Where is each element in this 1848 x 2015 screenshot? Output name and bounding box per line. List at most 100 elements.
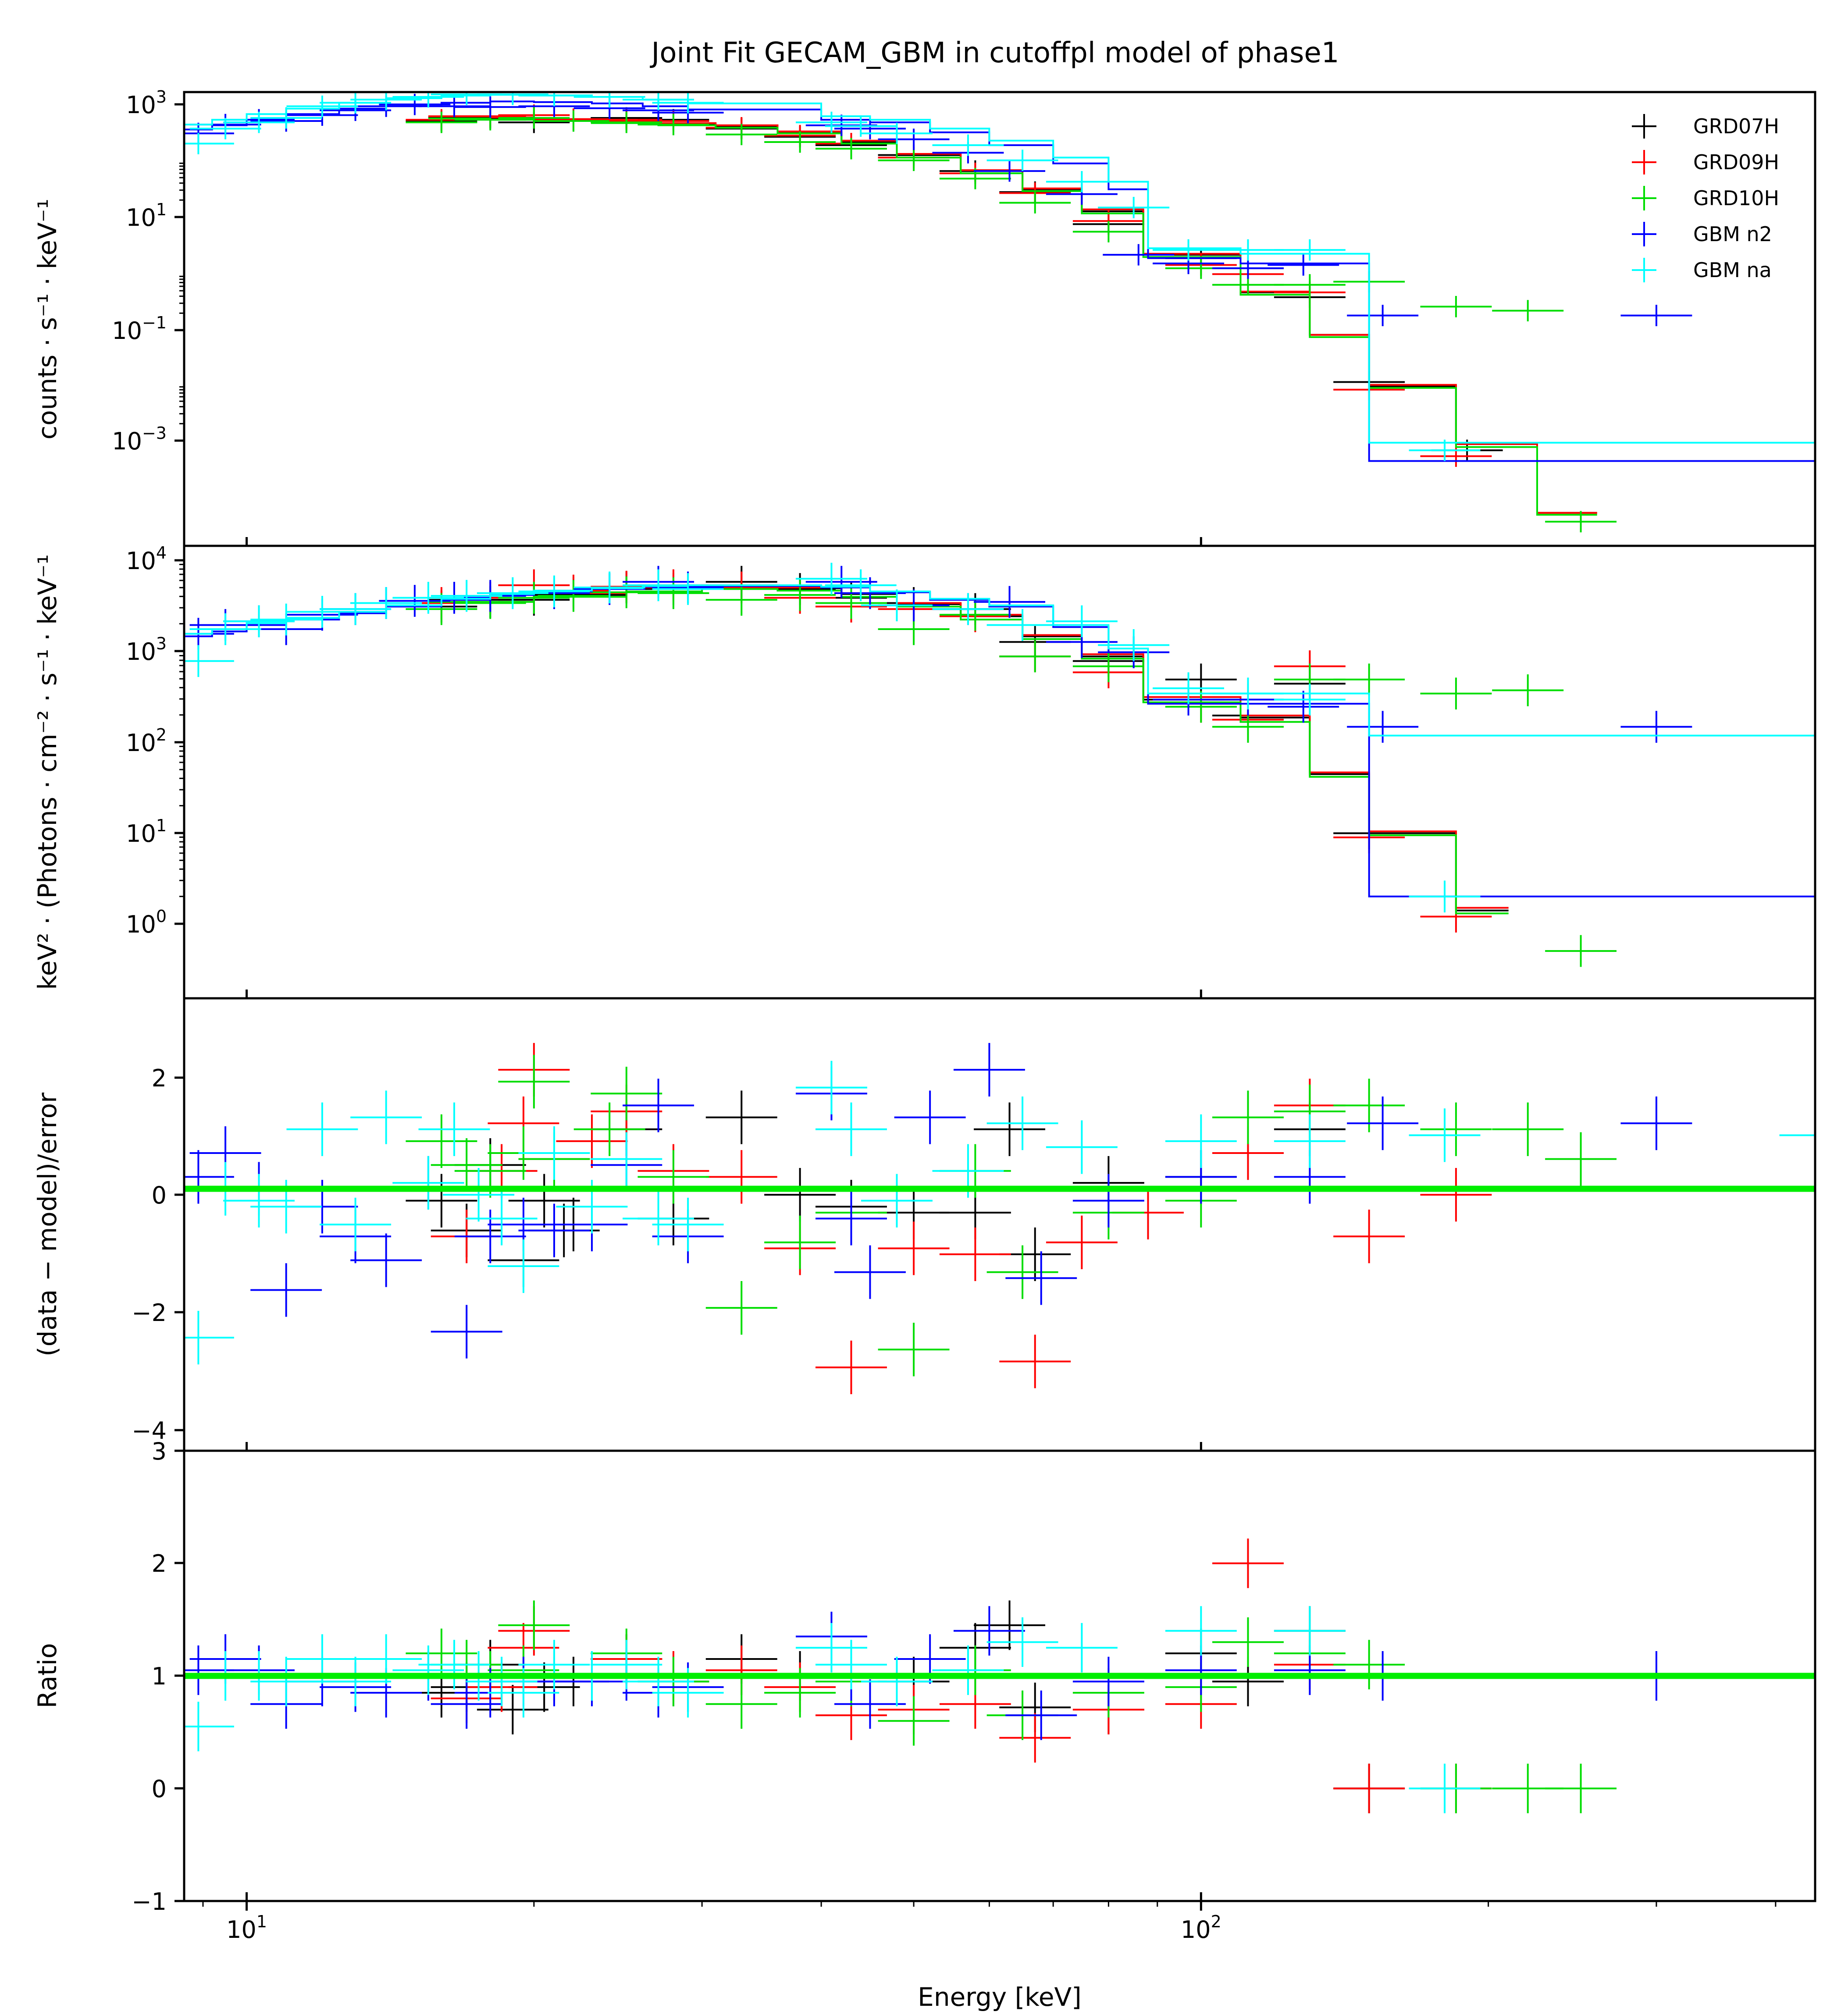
data-point bbox=[350, 1233, 422, 1287]
data-point bbox=[764, 131, 836, 153]
data-point bbox=[815, 138, 887, 160]
data-point bbox=[184, 1150, 234, 1204]
data-point bbox=[796, 562, 867, 595]
data-point bbox=[623, 1079, 694, 1132]
data-point bbox=[250, 1263, 322, 1317]
data-point bbox=[705, 1090, 777, 1144]
data-point bbox=[861, 122, 933, 144]
data-point bbox=[250, 1656, 322, 1706]
data-point bbox=[1545, 1763, 1617, 1813]
legend-label: GRD09H bbox=[1693, 150, 1779, 174]
data-point bbox=[705, 1281, 777, 1335]
data-point bbox=[286, 596, 358, 628]
plot-area-counts bbox=[184, 92, 1815, 533]
legend-label: GBM na bbox=[1693, 258, 1772, 282]
data-point bbox=[538, 580, 609, 612]
data-point bbox=[705, 1679, 777, 1729]
data-point bbox=[953, 1606, 1025, 1656]
data-point bbox=[932, 134, 1004, 156]
data-point bbox=[1545, 935, 1617, 967]
y-ticks-counts: 103 101 10−1 10−3 bbox=[112, 87, 184, 455]
data-point bbox=[986, 1617, 1058, 1667]
plot-area-delchi bbox=[184, 1043, 1815, 1394]
y-tick-label: 103 bbox=[126, 634, 167, 666]
data-point bbox=[573, 571, 645, 604]
plot-area-ratio bbox=[184, 1538, 1815, 1813]
data-point bbox=[623, 1656, 694, 1706]
data-point bbox=[764, 1168, 836, 1222]
data-point bbox=[518, 1126, 590, 1180]
ylabel-counts: counts · s⁻¹ · keV⁻¹ bbox=[32, 199, 62, 439]
data-point bbox=[591, 1067, 662, 1121]
legend-entry-grd09h: GRD09H bbox=[1632, 150, 1779, 174]
data-point bbox=[705, 124, 777, 146]
data-point bbox=[498, 1600, 570, 1650]
data-point bbox=[764, 1215, 836, 1269]
data-point bbox=[518, 1203, 590, 1257]
data-point bbox=[189, 117, 261, 139]
data-point bbox=[1274, 1114, 1346, 1168]
data-point bbox=[825, 569, 897, 602]
panel-counts: 103 101 10−1 10−3 counts · s⁻¹ · keV⁻¹ bbox=[32, 87, 1816, 547]
data-point bbox=[1165, 691, 1237, 723]
panel-eeufspec: 104 103 102 101 100 keV² · (Photons · cm⁻² ·… bbox=[32, 543, 1816, 1000]
data-point bbox=[1492, 1102, 1564, 1156]
data-point bbox=[591, 111, 662, 133]
data-point bbox=[764, 579, 836, 611]
data-point bbox=[488, 1239, 559, 1293]
y-tick-label: 101 bbox=[126, 816, 167, 847]
y-ticks-delchi: 2 0 −2 −4 bbox=[132, 1064, 184, 1445]
data-point bbox=[1212, 711, 1284, 743]
data-point bbox=[623, 1192, 694, 1246]
data-point bbox=[406, 111, 477, 133]
data-point bbox=[223, 111, 295, 133]
data-point bbox=[986, 1245, 1058, 1299]
legend: GRD07H GRD09H GRD10H GBM n2 GBM na bbox=[1632, 114, 1779, 282]
data-point bbox=[392, 1645, 464, 1695]
data-point bbox=[652, 573, 724, 605]
data-point bbox=[834, 577, 906, 609]
data-point bbox=[1545, 1132, 1617, 1186]
data-point bbox=[878, 128, 950, 150]
data-point bbox=[1333, 663, 1405, 696]
data-point bbox=[1420, 677, 1492, 710]
data-point bbox=[392, 92, 464, 108]
y-tick-label: 1 bbox=[152, 1663, 167, 1690]
data-point bbox=[184, 1702, 234, 1752]
data-point bbox=[1409, 439, 1481, 461]
data-point bbox=[1046, 171, 1118, 192]
data-point bbox=[250, 107, 322, 129]
data-point bbox=[1212, 1090, 1284, 1144]
x-axis-ticks: 101 102 bbox=[202, 537, 1777, 1944]
data-point bbox=[815, 1340, 887, 1394]
y-tick-label: 3 bbox=[152, 1438, 167, 1465]
data-point bbox=[379, 585, 451, 617]
data-point bbox=[1347, 305, 1419, 326]
data-point bbox=[652, 1197, 724, 1252]
data-point bbox=[320, 593, 392, 625]
data-point bbox=[320, 1656, 392, 1706]
data-point bbox=[320, 1197, 392, 1252]
data-point bbox=[184, 1310, 234, 1365]
data-point bbox=[878, 1696, 950, 1746]
ylabel-ratio: Ratio bbox=[32, 1643, 62, 1709]
data-point bbox=[189, 613, 261, 645]
data-point bbox=[1072, 650, 1144, 683]
figure-title: Joint Fit GECAM_GBM in cutoffpl model of… bbox=[650, 37, 1339, 69]
data-point bbox=[986, 1097, 1058, 1150]
data-point bbox=[1492, 674, 1564, 706]
data-point bbox=[1347, 1097, 1419, 1150]
data-point bbox=[974, 160, 1046, 182]
data-point bbox=[1333, 1640, 1405, 1690]
data-point bbox=[508, 1174, 580, 1228]
data-point bbox=[834, 1679, 906, 1729]
y-tick-label: 2 bbox=[152, 1064, 167, 1092]
data-point bbox=[498, 582, 570, 614]
data-point bbox=[705, 584, 777, 616]
data-point bbox=[1212, 1538, 1284, 1588]
series-gbm-na bbox=[184, 1061, 1815, 1365]
y-ticks-ratio: 3 2 1 0 −1 bbox=[132, 1438, 184, 1915]
data-point bbox=[637, 114, 709, 135]
data-point bbox=[1409, 1108, 1481, 1162]
